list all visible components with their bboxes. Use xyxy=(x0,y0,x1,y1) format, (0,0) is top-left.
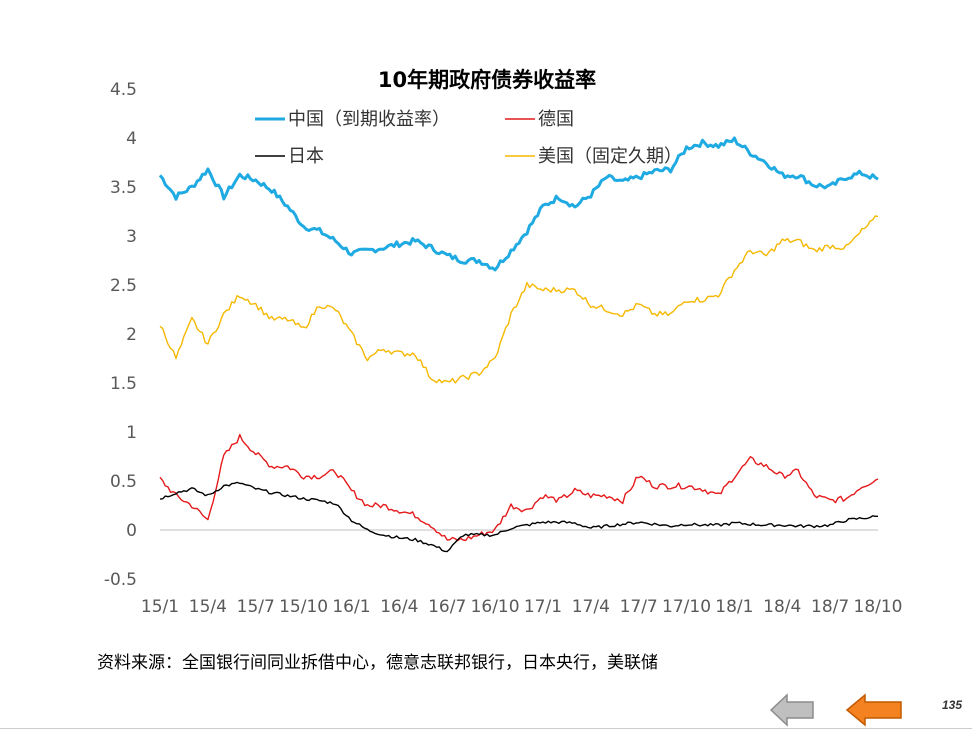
x-tick-label: 16/10 xyxy=(471,597,520,617)
back-button[interactable] xyxy=(845,692,903,728)
y-tick-label: 4 xyxy=(126,129,137,149)
x-tick-label: 15/1 xyxy=(141,597,179,617)
x-tick-label: 15/4 xyxy=(189,597,227,617)
x-tick-label: 16/4 xyxy=(380,597,418,617)
y-tick-label: -0.5 xyxy=(104,570,137,590)
y-tick-label: 2.5 xyxy=(110,276,137,296)
x-tick-label: 18/10 xyxy=(854,597,903,617)
y-tick-label: 2 xyxy=(126,325,137,345)
chart-title: 10年期政府债券收益率 xyxy=(378,68,596,92)
x-tick-label: 15/7 xyxy=(237,597,275,617)
x-tick-label: 16/7 xyxy=(428,597,466,617)
legend-label: 日本 xyxy=(288,146,324,167)
previous-page-button[interactable] xyxy=(769,692,815,728)
series-line-0 xyxy=(158,136,879,272)
x-tick-label: 17/4 xyxy=(572,597,610,617)
y-tick-label: 1.5 xyxy=(110,374,137,394)
series-lines xyxy=(158,136,879,553)
y-axis-ticks: 4.5 4 3.5 3 2.5 2 1.5 1 0.5 0 -0.5 xyxy=(104,80,137,590)
x-tick-label: 16/1 xyxy=(332,597,370,617)
legend-label: 中国（到期收益率） xyxy=(288,109,450,130)
page-number: 135 xyxy=(941,698,962,712)
y-tick-label: 1 xyxy=(126,423,137,443)
y-tick-label: 0.5 xyxy=(110,472,137,492)
x-tick-label: 17/1 xyxy=(524,597,562,617)
x-tick-label: 17/7 xyxy=(620,597,658,617)
source-note: 资料来源：全国银行间同业拆借中心，德意志联邦银行，日本央行，美联储 xyxy=(97,653,658,673)
bottom-divider xyxy=(0,728,972,729)
y-tick-label: 0 xyxy=(126,521,137,541)
y-tick-label: 4.5 xyxy=(110,80,137,100)
series-line-1 xyxy=(159,433,879,542)
series-line-3 xyxy=(159,215,879,384)
legend-label: 美国（固定久期） xyxy=(538,146,682,167)
series-line-2 xyxy=(159,481,878,553)
x-tick-label: 18/7 xyxy=(811,597,849,617)
x-tick-label: 15/10 xyxy=(279,597,328,617)
left-arrow-gray-icon xyxy=(769,693,814,727)
left-arrow-orange-icon xyxy=(845,693,902,727)
y-tick-label: 3 xyxy=(126,227,137,247)
legend-label: 德国 xyxy=(538,109,574,130)
x-tick-label: 18/1 xyxy=(715,597,753,617)
x-axis-ticks: 15/1 15/4 15/7 15/10 16/1 16/4 16/7 16/10 17/1 17… xyxy=(141,597,903,617)
x-tick-label: 17/10 xyxy=(662,597,711,617)
x-tick-label: 18/4 xyxy=(763,597,801,617)
y-tick-label: 3.5 xyxy=(110,178,137,198)
